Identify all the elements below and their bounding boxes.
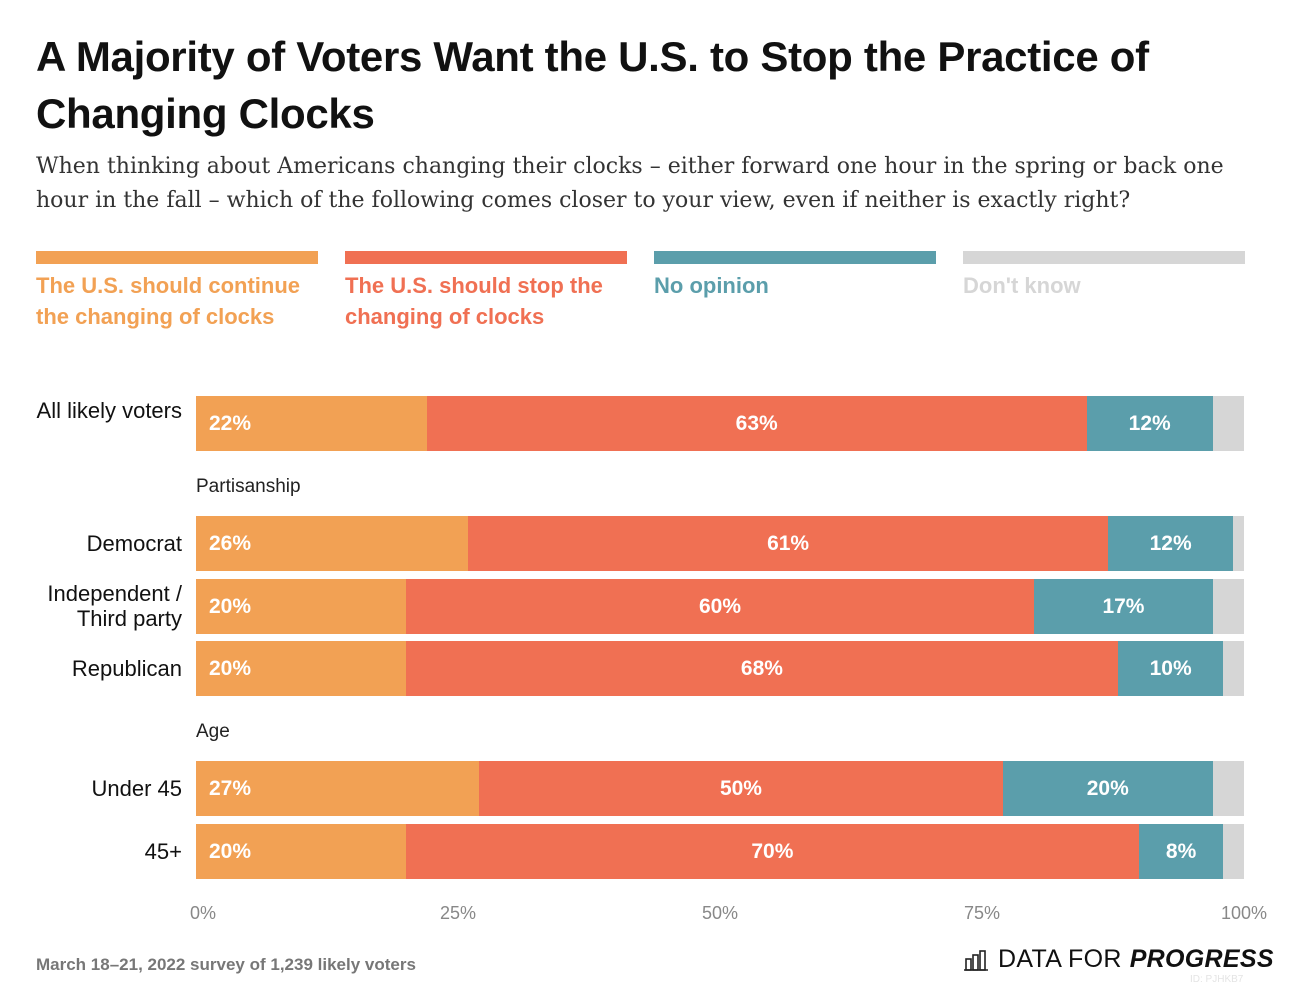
bar-segment: 22% <box>196 396 427 451</box>
legend-swatch <box>345 251 627 264</box>
row-label: Independent / Third party <box>47 581 182 631</box>
legend-swatch <box>963 251 1245 264</box>
bar-segment: 61% <box>468 516 1108 571</box>
bar-segment: 12% <box>1086 396 1213 451</box>
bar-segment: 63% <box>426 396 1087 451</box>
stacked-bar: 22% 63% 12% <box>196 396 1244 451</box>
bar-segment: 8% <box>1139 824 1224 879</box>
bar-segment: 27% <box>196 761 479 816</box>
bar-segment: 20% <box>196 641 406 696</box>
bar-segment <box>1223 824 1244 879</box>
bar-segment <box>1212 761 1244 816</box>
row-label: Republican <box>71 656 182 681</box>
legend-label: The U.S. should continue the changing of… <box>36 273 300 329</box>
stacked-bar: 20% 70% 8% <box>196 824 1244 879</box>
x-tick-label: 50% <box>701 903 739 923</box>
legend-label: No opinion <box>654 273 769 298</box>
bar-segment <box>1233 516 1244 571</box>
stacked-bar: 20% 60% 17% <box>196 579 1244 634</box>
logo-text-bold: PROGRESS <box>1129 945 1274 973</box>
bar-segment: 17% <box>1034 579 1213 634</box>
row-label: Under 45 <box>91 776 182 801</box>
chart-id: ID: PJHKB7 <box>1190 974 1244 985</box>
bar-segment: 50% <box>478 761 1003 816</box>
group-label: Partisanship <box>196 476 301 497</box>
logo: DATA FOR PROGRESS <box>964 945 1274 974</box>
stacked-bar: 26% 61% 12% <box>196 516 1244 571</box>
legend-item: The U.S. should stop the changing of clo… <box>345 251 627 332</box>
legend-swatch <box>36 251 318 264</box>
stacked-bar: 27% 50% 20% <box>196 761 1244 816</box>
bar-chart-icon <box>964 949 988 971</box>
chart-title: A Majority of Voters Want the U.S. to St… <box>36 33 1149 137</box>
legend-item: The U.S. should continue the changing of… <box>36 251 318 332</box>
group-label: Age <box>196 721 230 742</box>
x-tick-label: 100% <box>1220 903 1268 923</box>
bar-segment <box>1212 579 1244 634</box>
bar-segment <box>1223 641 1244 696</box>
legend-item: Don't know <box>963 251 1245 301</box>
bar-segment: 68% <box>405 641 1119 696</box>
logo-text-light: DATA FOR <box>998 945 1122 973</box>
legend-swatch <box>654 251 936 264</box>
bar-segment: 12% <box>1107 516 1234 571</box>
legend-item: No opinion <box>654 251 936 301</box>
bar-segment <box>1212 396 1244 451</box>
x-tick-label: 0% <box>189 903 217 923</box>
x-tick-label: 25% <box>439 903 477 923</box>
x-tick-label: 75% <box>963 903 1001 923</box>
bar-segment: 20% <box>196 824 406 879</box>
bar-segment: 20% <box>196 579 406 634</box>
stacked-bar: 20% 68% 10% <box>196 641 1244 696</box>
source-note: March 18–21, 2022 survey of 1,239 likely… <box>36 955 416 974</box>
row-label: Democrat <box>86 531 182 556</box>
bar-segment: 10% <box>1118 641 1224 696</box>
bar-segment: 20% <box>1002 761 1213 816</box>
bar-segment: 60% <box>405 579 1035 634</box>
row-label: All likely voters <box>36 398 182 423</box>
bar-segment: 70% <box>405 824 1140 879</box>
legend-label: Don't know <box>963 273 1081 298</box>
legend-label: The U.S. should stop the changing of clo… <box>345 273 603 329</box>
chart-subtitle: When thinking about Americans changing t… <box>36 154 1224 213</box>
bar-segment: 26% <box>196 516 469 571</box>
row-label: 45+ <box>144 839 182 864</box>
